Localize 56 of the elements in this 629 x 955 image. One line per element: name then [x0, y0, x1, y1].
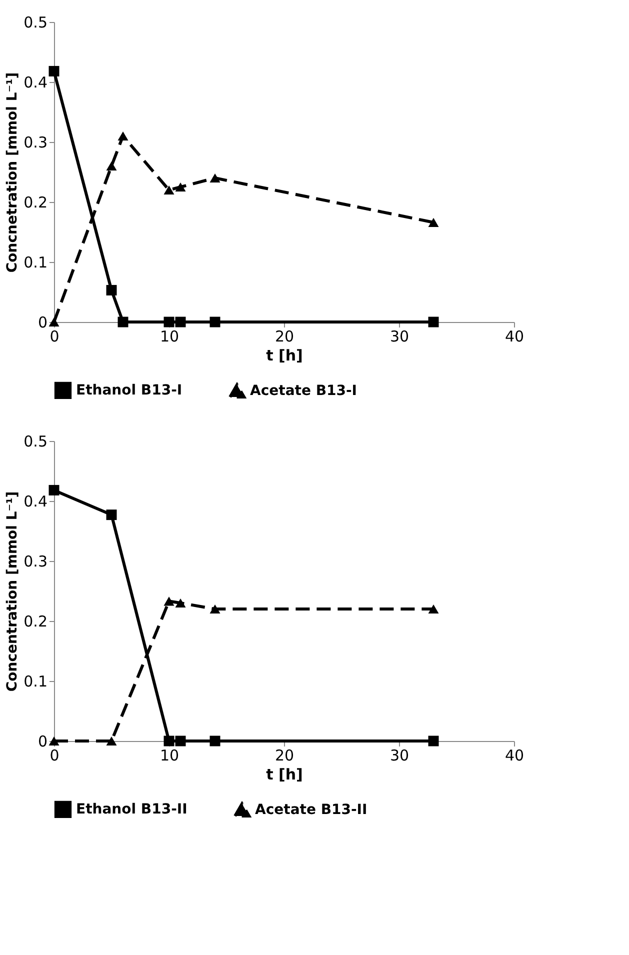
point [118, 316, 128, 328]
y-axis-title: Concnetration [mmol L⁻¹] [4, 72, 21, 273]
legend-label: Acetate B13-II [255, 802, 368, 818]
point [106, 510, 117, 520]
x-tick-label: 30 [390, 328, 410, 346]
y-tick-label: 0.5 [24, 432, 48, 450]
x-tick-label: 40 [504, 746, 524, 764]
y-tick-label: 0.5 [24, 14, 48, 32]
point [428, 604, 439, 614]
y-tick-label: 0.1 [24, 672, 48, 690]
point [48, 317, 60, 327]
y-tick-label: 0.2 [24, 612, 48, 630]
point [428, 736, 439, 746]
point [175, 182, 186, 192]
point [48, 484, 60, 496]
legend-label: Ethanol B13-I [76, 382, 182, 398]
point [164, 736, 174, 746]
point [210, 316, 220, 328]
y-tick-label: 0.4 [24, 492, 48, 510]
y-tick-label: 0.1 [24, 254, 48, 272]
point [118, 131, 128, 141]
point [175, 598, 186, 608]
point [48, 736, 60, 746]
point [164, 316, 174, 328]
point [175, 316, 186, 328]
y-tick-label: 0.2 [24, 194, 48, 212]
x-tick-label: 30 [390, 746, 410, 764]
point [106, 284, 117, 296]
y-axis-title: Concentration [mmol L⁻¹] [4, 491, 21, 692]
legend-label: Ethanol B13-II [76, 801, 188, 818]
legend-label: Acetate B13-I [250, 382, 358, 399]
x-tick-label: 40 [504, 328, 524, 346]
point [164, 596, 174, 606]
x-axis-title: t [h] [266, 766, 303, 784]
x-tick-label: 0 [50, 328, 60, 346]
point [210, 173, 220, 183]
y-tick-label: 0.3 [24, 552, 48, 570]
x-tick-label: 10 [160, 328, 180, 346]
y-tick-label: 0 [38, 314, 48, 332]
y-tick-label: 0 [38, 732, 48, 750]
point [175, 736, 186, 746]
x-tick-label: 0 [50, 746, 60, 764]
point [106, 161, 117, 171]
point [48, 66, 60, 76]
y-tick-label: 0.4 [24, 74, 48, 92]
x-axis-title: t [h] [266, 346, 303, 364]
point [428, 316, 439, 328]
point [428, 218, 439, 227]
x-tick-label: 20 [274, 746, 294, 764]
x-tick-label: 10 [160, 746, 180, 764]
point [210, 736, 220, 746]
point [164, 185, 174, 195]
point [210, 604, 220, 614]
y-tick-label: 0.3 [24, 134, 48, 152]
x-tick-label: 20 [274, 328, 294, 346]
point [106, 736, 117, 746]
